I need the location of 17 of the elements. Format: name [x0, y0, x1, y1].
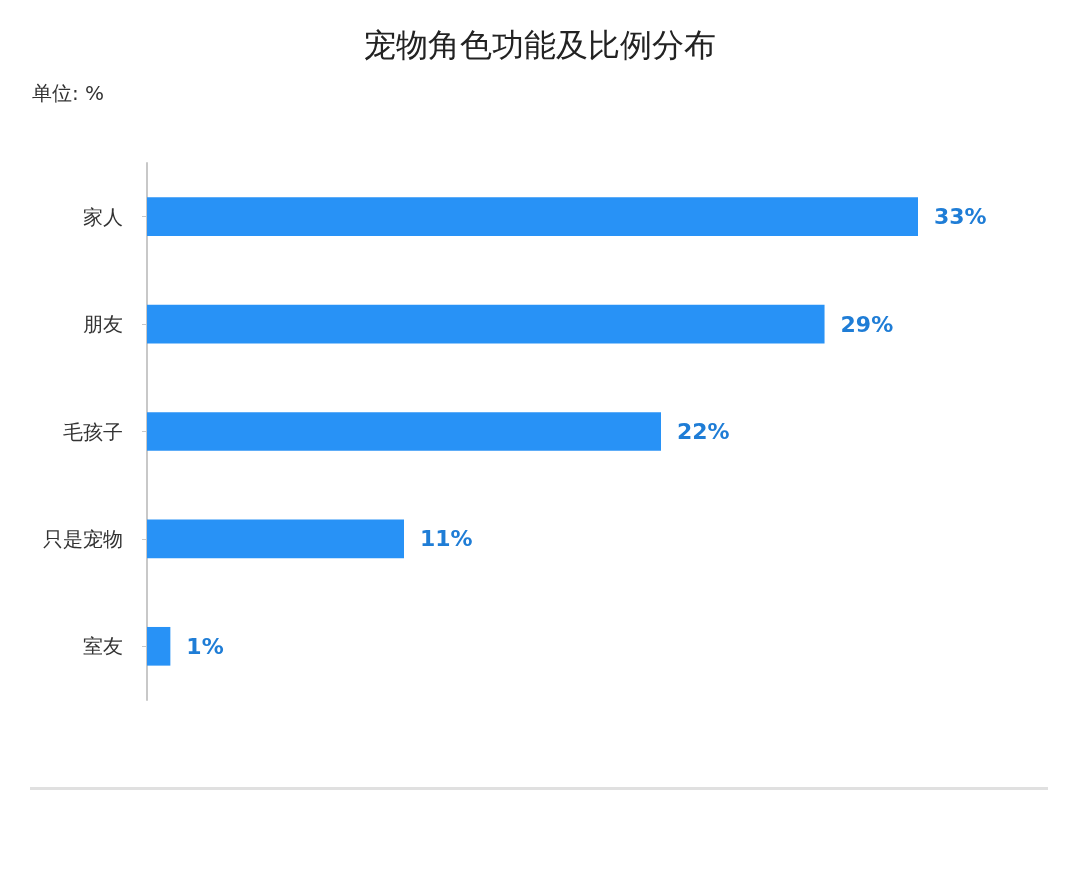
data-label: 1%	[186, 633, 224, 659]
bar	[147, 412, 661, 451]
data-label: 22%	[677, 419, 730, 444]
y-tick-label: 家人	[83, 204, 123, 229]
data-label: 11%	[420, 526, 473, 552]
y-tick-label: 室友	[83, 634, 123, 659]
chart-title: 宠物角色功能及比例分布	[364, 26, 716, 64]
bar	[147, 197, 918, 237]
bar	[147, 519, 404, 559]
data-label: 33%	[934, 204, 987, 230]
y-tick-label: 朋友	[83, 312, 123, 337]
bar	[147, 304, 825, 344]
y-tick-label: 只是宠物	[43, 526, 123, 551]
y-tick-label: 毛孩子	[63, 419, 123, 444]
text: 单位: %	[32, 80, 105, 107]
data-label: 29%	[840, 311, 894, 337]
bar	[147, 626, 171, 666]
